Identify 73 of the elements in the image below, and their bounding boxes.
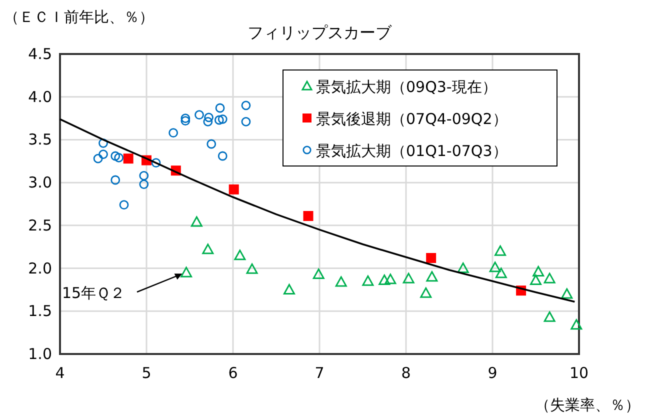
y-tick-label: 3.5 — [28, 130, 52, 149]
point — [123, 154, 134, 164]
point — [384, 274, 396, 284]
point — [495, 268, 507, 278]
point — [335, 276, 347, 287]
point — [203, 117, 213, 126]
point — [168, 128, 178, 138]
point — [378, 274, 390, 286]
x-tick-label: 9 — [488, 364, 498, 382]
point — [119, 200, 129, 210]
legend-label: 景気拡大期（09Q3-現在） — [316, 78, 497, 96]
y-tick-label: 4.5 — [28, 45, 52, 63]
point — [110, 151, 120, 161]
point — [214, 115, 224, 125]
x-tick-label: 10 — [569, 364, 589, 382]
x-tick-label: 7 — [314, 364, 324, 382]
point — [241, 117, 251, 126]
point — [312, 268, 324, 280]
point — [180, 266, 192, 278]
point — [180, 114, 190, 123]
point — [532, 266, 544, 276]
point — [426, 271, 438, 282]
point — [234, 250, 246, 260]
point — [139, 171, 149, 180]
y-tick-label: 1.5 — [28, 302, 52, 320]
point — [98, 150, 108, 159]
point — [544, 272, 556, 284]
x-tick-label: 5 — [142, 364, 152, 382]
point — [426, 253, 436, 263]
point — [457, 262, 469, 274]
point — [228, 184, 239, 194]
point — [194, 110, 204, 120]
chart-title: フィリップスカーブ — [248, 23, 392, 42]
x-tick-label: 8 — [401, 364, 411, 382]
point — [218, 151, 228, 161]
point — [204, 112, 214, 122]
y-tick-label: 3.0 — [28, 174, 52, 192]
point — [151, 158, 161, 168]
annotation: 15年Ｑ２ — [62, 284, 126, 302]
point — [303, 211, 314, 221]
y-tick-label: 2.5 — [28, 216, 52, 234]
point — [362, 275, 374, 286]
point — [206, 139, 216, 149]
point — [494, 245, 506, 256]
point — [190, 216, 202, 227]
point — [420, 287, 432, 298]
y-tick-label: 1.0 — [28, 345, 52, 363]
x-tick-label: 6 — [228, 364, 238, 382]
point — [530, 274, 542, 286]
point — [402, 272, 414, 284]
point — [139, 180, 149, 189]
y-tick-label: 2.0 — [28, 259, 52, 278]
x-tick-label: 4 — [55, 364, 65, 382]
point — [110, 175, 120, 185]
point — [215, 103, 225, 113]
point — [218, 114, 228, 124]
point — [283, 284, 295, 294]
point — [570, 319, 582, 330]
y-axis-title: （ＥＣＩ前年比、％） — [4, 8, 154, 26]
point — [561, 288, 573, 299]
legend-label: 景気後退期（07Q4-09Q2） — [316, 110, 508, 128]
point — [180, 116, 190, 126]
point — [114, 153, 124, 162]
point — [489, 262, 501, 272]
legend-label: 景気拡大期（01Q1-07Q3） — [316, 142, 508, 160]
point — [241, 100, 251, 110]
x-axis-title: （失業率、％） — [535, 396, 640, 414]
point — [246, 263, 258, 274]
y-tick-label: 4.0 — [28, 88, 52, 106]
point — [93, 154, 103, 164]
point — [544, 311, 556, 322]
point — [202, 244, 214, 254]
point — [98, 138, 108, 148]
